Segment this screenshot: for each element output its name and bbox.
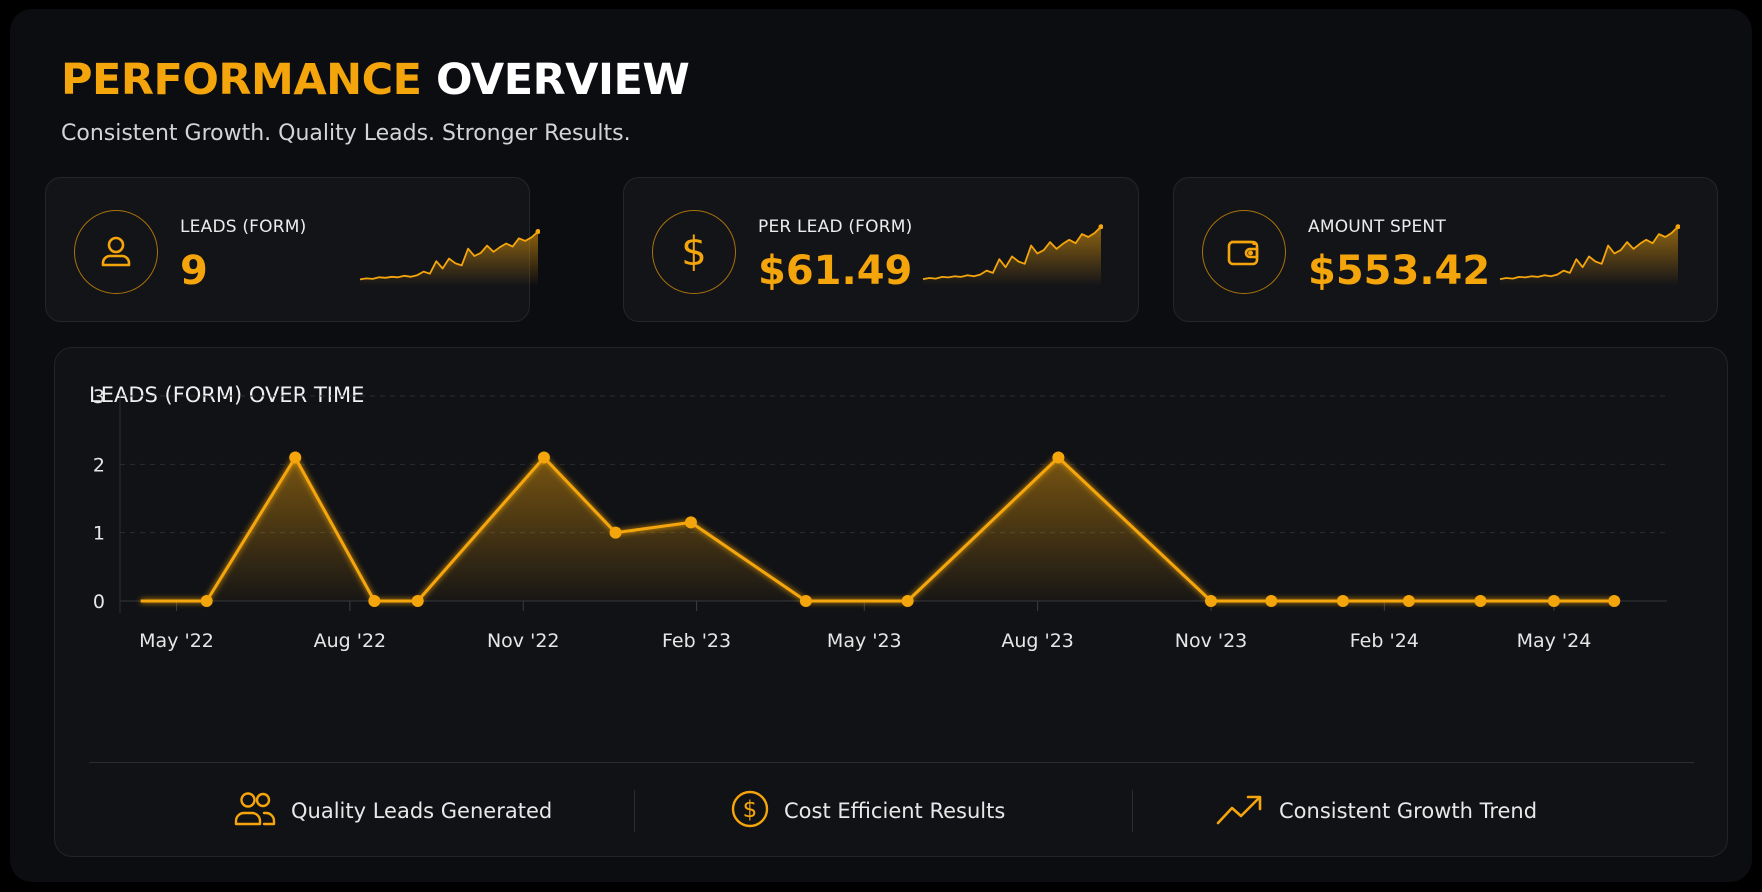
dashboard-panel: PERFORMANCE OVERVIEW Consistent Growth. … [10, 9, 1752, 882]
kpi-card-leads[interactable]: LEADS (FORM) 9 [45, 177, 530, 322]
x-tick-label: May '22 [139, 630, 214, 652]
kpi-value: $553.42 [1308, 248, 1490, 294]
feature-label: Quality Leads Generated [291, 799, 552, 823]
sparkline [921, 223, 1103, 286]
data-point[interactable] [1548, 595, 1560, 607]
x-tick-label: Nov '22 [487, 630, 560, 652]
x-tick-label: May '24 [1517, 630, 1592, 652]
kpi-label: AMOUNT SPENT [1308, 217, 1446, 237]
dollar-circle-icon: $ [730, 789, 770, 834]
kpi-label: PER LEAD (FORM) [758, 217, 912, 237]
data-point[interactable] [201, 595, 213, 607]
data-point[interactable] [685, 516, 697, 528]
data-point[interactable] [412, 595, 424, 607]
sparkline [1498, 223, 1680, 286]
feature-quality-leads: Quality Leads Generated [233, 788, 552, 834]
kpi-card-per-lead[interactable]: $ PER LEAD (FORM) $61.49 [623, 177, 1139, 322]
divider [1132, 790, 1133, 832]
leads-over-time-chart: 0 1 2 3 May '22 Aug '22 Nov '22 Feb '23 May '23 A… [55, 348, 1729, 748]
data-point[interactable] [1403, 595, 1415, 607]
feature-growth-trend: Consistent Growth Trend [1215, 788, 1537, 834]
trend-up-icon [1215, 791, 1265, 832]
data-point[interactable] [1205, 595, 1217, 607]
kpi-card-amount-spent[interactable]: AMOUNT SPENT $553.42 [1173, 177, 1718, 322]
y-tick-label: 2 [93, 454, 105, 476]
feature-label: Cost Efficient Results [784, 799, 1005, 823]
divider [634, 790, 635, 832]
x-tick-label: Feb '23 [662, 630, 731, 652]
x-tick-label: Nov '23 [1175, 630, 1248, 652]
y-tick-label: 0 [93, 591, 105, 613]
sparkline [358, 228, 540, 286]
divider [89, 762, 1694, 763]
wallet-icon [1202, 210, 1286, 294]
kpi-value: $61.49 [758, 248, 912, 294]
feature-cost-efficient: $ Cost Efficient Results [730, 788, 1005, 834]
leads-over-time-card: LEADS (FORM) OVER TIME 0 1 2 3 May '22 Aug '2… [54, 347, 1728, 857]
kpi-value: 9 [180, 248, 208, 294]
data-point[interactable] [1474, 595, 1486, 607]
series-line [141, 458, 1615, 602]
x-tick-label: Aug '22 [314, 630, 387, 652]
y-tick-label: 3 [93, 386, 105, 408]
data-point[interactable] [538, 452, 550, 464]
data-point[interactable] [800, 595, 812, 607]
x-tick-label: May '23 [827, 630, 902, 652]
data-point[interactable] [368, 595, 380, 607]
data-point[interactable] [610, 527, 622, 539]
feature-label: Consistent Growth Trend [1279, 799, 1537, 823]
page-title-accent: PERFORMANCE [61, 55, 422, 105]
page-title-rest: OVERVIEW [436, 55, 689, 105]
svg-text:$: $ [743, 797, 758, 823]
dollar-icon: $ [652, 210, 736, 294]
page-title: PERFORMANCE OVERVIEW [61, 55, 689, 105]
x-tick-label: Aug '23 [1001, 630, 1074, 652]
data-point[interactable] [1337, 595, 1349, 607]
users-icon [233, 790, 277, 833]
data-point[interactable] [1265, 595, 1277, 607]
page-subtitle: Consistent Growth. Quality Leads. Strong… [61, 120, 631, 148]
person-icon [74, 210, 158, 294]
data-point[interactable] [289, 452, 301, 464]
data-point[interactable] [1052, 452, 1064, 464]
x-tick-label: Feb '24 [1350, 630, 1419, 652]
kpi-label: LEADS (FORM) [180, 217, 306, 237]
data-point[interactable] [902, 595, 914, 607]
y-tick-label: 1 [93, 523, 105, 545]
data-point[interactable] [1608, 595, 1620, 607]
